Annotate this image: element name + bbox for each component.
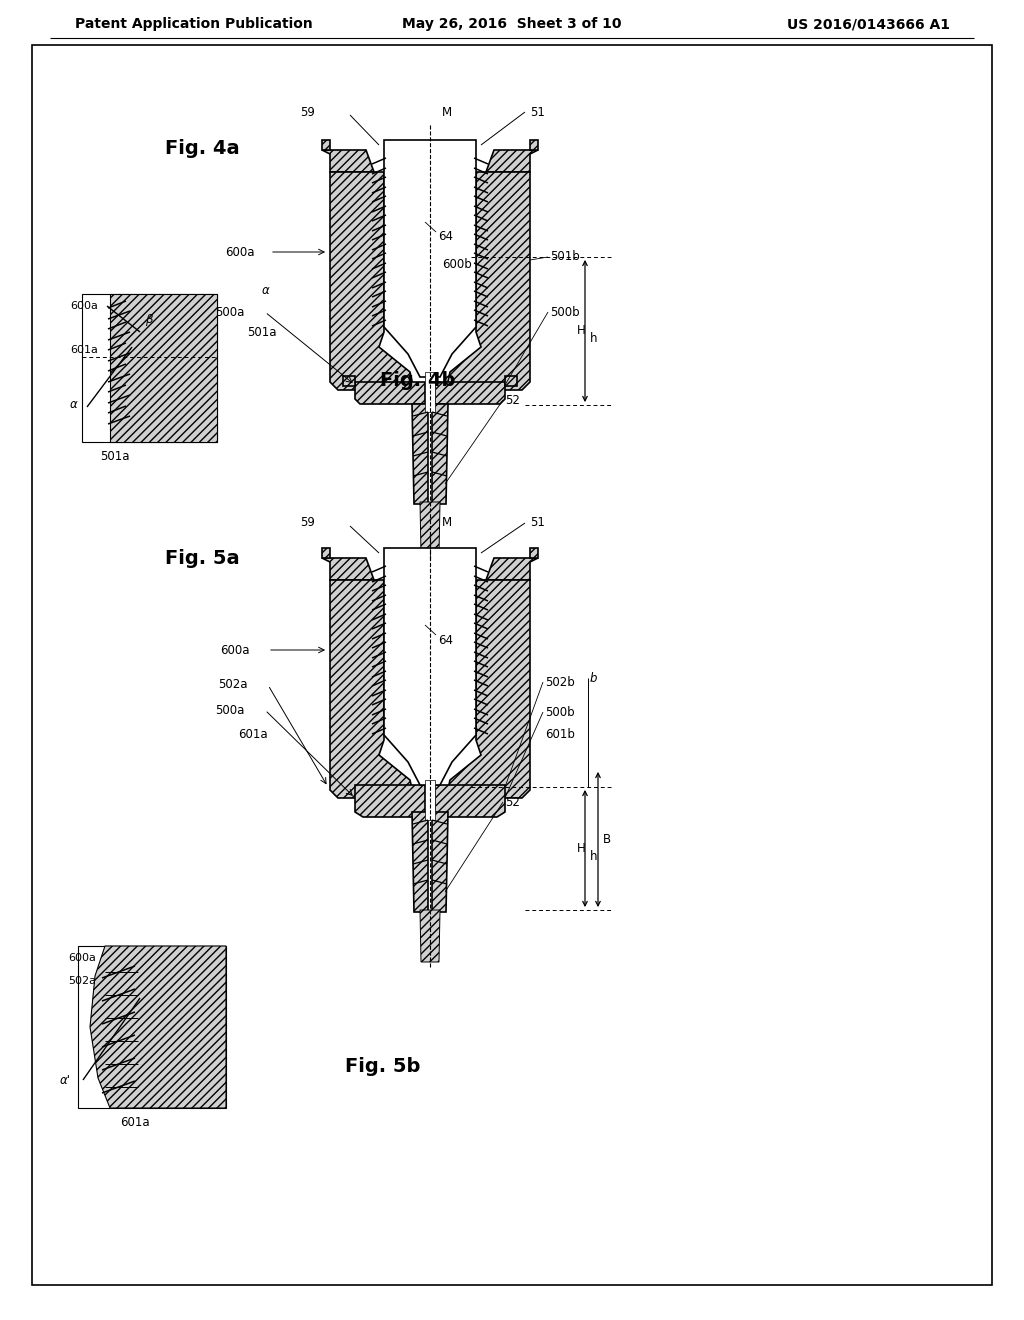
Text: 52: 52: [505, 393, 520, 407]
Polygon shape: [412, 812, 428, 912]
Polygon shape: [432, 404, 449, 504]
Text: 500b: 500b: [545, 705, 574, 718]
Text: 600a: 600a: [220, 644, 250, 656]
Polygon shape: [90, 946, 226, 1107]
Polygon shape: [322, 558, 374, 579]
Text: Fig. 5b: Fig. 5b: [345, 1056, 421, 1076]
Polygon shape: [435, 381, 505, 404]
Text: 600a: 600a: [70, 301, 98, 312]
Polygon shape: [322, 150, 374, 172]
Text: b: b: [590, 672, 597, 685]
Polygon shape: [384, 140, 476, 378]
Text: 601a: 601a: [238, 729, 267, 742]
Text: Fig. 4b: Fig. 4b: [380, 371, 456, 389]
Polygon shape: [530, 140, 538, 150]
Text: H: H: [577, 842, 586, 855]
Text: α: α: [262, 284, 269, 297]
Polygon shape: [330, 579, 414, 799]
Polygon shape: [322, 140, 330, 150]
Text: 64: 64: [438, 231, 453, 243]
Polygon shape: [486, 150, 538, 172]
Text: α: α: [70, 397, 78, 411]
Polygon shape: [446, 579, 530, 799]
Text: 502b: 502b: [545, 676, 574, 689]
Text: 59: 59: [300, 516, 314, 529]
Text: H: H: [577, 323, 586, 337]
Text: 501a: 501a: [247, 326, 276, 338]
Text: B: B: [603, 833, 611, 846]
Text: 500a: 500a: [215, 704, 245, 717]
Text: 502a: 502a: [68, 975, 96, 986]
Polygon shape: [355, 381, 425, 404]
Text: 600a: 600a: [225, 246, 255, 259]
Polygon shape: [435, 785, 505, 817]
Text: 59: 59: [300, 106, 314, 119]
Text: US 2016/0143666 A1: US 2016/0143666 A1: [787, 17, 950, 30]
Text: 52: 52: [505, 796, 520, 808]
Text: 601a: 601a: [120, 1115, 150, 1129]
Text: h: h: [590, 850, 597, 863]
Text: Fig. 5a: Fig. 5a: [165, 549, 240, 568]
Text: α': α': [60, 1073, 71, 1086]
Text: 600b: 600b: [442, 257, 472, 271]
Polygon shape: [432, 812, 449, 912]
Text: Patent Application Publication: Patent Application Publication: [75, 17, 312, 30]
Text: 500a: 500a: [215, 305, 245, 318]
Polygon shape: [343, 376, 355, 385]
Polygon shape: [420, 502, 440, 554]
Text: 501b: 501b: [550, 251, 580, 264]
Polygon shape: [425, 780, 435, 820]
Polygon shape: [505, 376, 517, 385]
Text: Fig. 4a: Fig. 4a: [165, 139, 240, 157]
Polygon shape: [446, 172, 530, 389]
Polygon shape: [330, 172, 414, 389]
Text: May 26, 2016  Sheet 3 of 10: May 26, 2016 Sheet 3 of 10: [402, 17, 622, 30]
Text: 64: 64: [438, 634, 453, 647]
Polygon shape: [412, 404, 428, 504]
Polygon shape: [78, 946, 226, 1107]
Text: M: M: [442, 516, 453, 529]
Polygon shape: [425, 372, 435, 412]
Text: h: h: [590, 333, 597, 345]
Polygon shape: [530, 548, 538, 558]
Polygon shape: [82, 294, 217, 442]
Polygon shape: [486, 558, 538, 579]
Polygon shape: [384, 548, 476, 785]
Text: 51: 51: [530, 106, 545, 119]
Text: 502a: 502a: [218, 678, 248, 692]
Text: β: β: [145, 313, 153, 326]
Polygon shape: [420, 909, 440, 962]
Polygon shape: [322, 548, 330, 558]
Text: M: M: [442, 106, 453, 119]
Text: 600a: 600a: [68, 953, 96, 964]
Text: 51: 51: [530, 516, 545, 529]
Text: 601b: 601b: [545, 729, 574, 742]
Text: 601a: 601a: [70, 345, 98, 355]
Polygon shape: [110, 294, 217, 442]
Text: 501a: 501a: [100, 450, 129, 462]
Text: 500b: 500b: [550, 305, 580, 318]
Polygon shape: [355, 785, 425, 817]
